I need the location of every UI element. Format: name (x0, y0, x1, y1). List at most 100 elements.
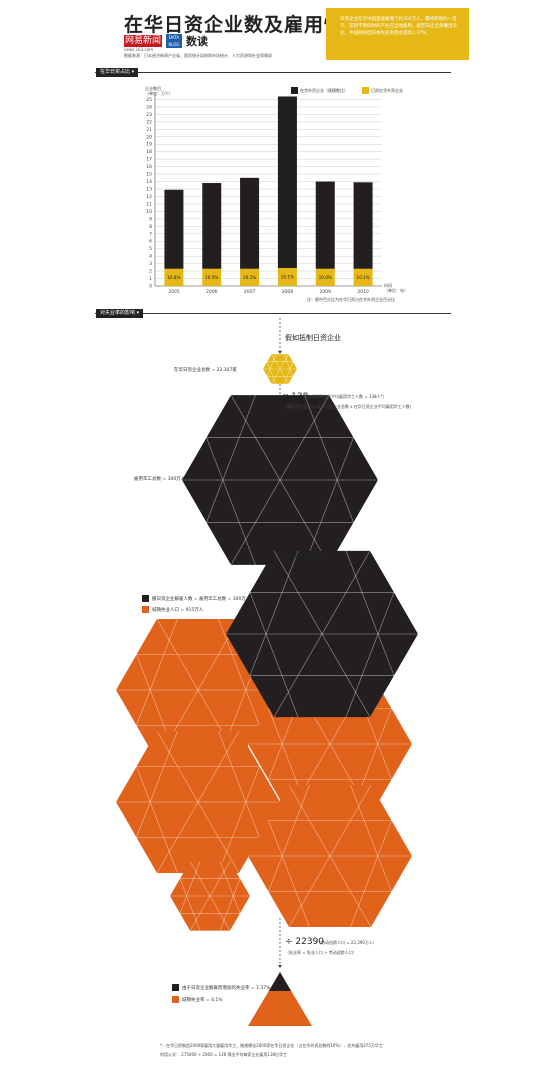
hexagon-grid-line (304, 437, 354, 565)
y-tick-label: 18 (146, 149, 152, 155)
x-axis-label: 时间 （单位：年） (384, 283, 408, 293)
data-blog-logo: DATA BLOG (166, 34, 182, 48)
y-tick-label: 0 (149, 284, 152, 290)
y-tick-label: 1 (149, 276, 152, 282)
hexagon-grid-line (271, 354, 289, 384)
section-divider (95, 313, 451, 314)
cluster-grid-line (218, 618, 260, 726)
hexagon-grid-line (273, 550, 371, 718)
legend-swatch-foreign (291, 87, 298, 94)
data-label: 10.1% (281, 275, 294, 280)
legend-swatch-urban-rate (172, 996, 179, 1003)
rate-increase-triangle (269, 972, 291, 991)
cluster-grid-line (218, 730, 260, 838)
y-tick-label: 21 (146, 127, 152, 133)
hexagon-grid-line (230, 394, 330, 566)
y-tick-label: 16 (146, 164, 152, 170)
multiplier-formula: （雇用华工总数 = 在华日资企业总数 x 在华日资企业平均雇用华工人数） (283, 404, 414, 409)
cluster-grid-line (179, 861, 201, 914)
legend-swatch-unemployed (142, 606, 149, 613)
section-tag-share[interactable]: 在华日资占比 ▾ (96, 68, 139, 77)
divisor: ÷ 22390 (285, 937, 325, 947)
cluster-grid-line (219, 878, 241, 931)
y-tick-label: 12 (146, 194, 152, 200)
hexagon-grid-line (283, 361, 294, 384)
cluster-grid-line (218, 766, 260, 874)
legend-label-japanese: 日资在华外资企业 (371, 88, 403, 93)
bar-foreign-2010 (353, 182, 373, 269)
hexagon-grid-line (206, 437, 256, 565)
multiplier-note: （在华日资企业平均雇用华工人数 = 138人*） (303, 394, 387, 399)
bar-japanese-2008 (277, 268, 297, 286)
cluster-grid-line (350, 784, 392, 892)
section-tag-impact[interactable]: 对失业率的影响 ▾ (96, 309, 144, 318)
bar-foreign-2006 (202, 183, 222, 269)
cluster-grid-line (268, 820, 310, 928)
cluster-grid-line (268, 784, 310, 892)
step-boycott-title: 假如抵制日资企业 (285, 334, 341, 342)
y-tick-label: 10 (146, 209, 152, 215)
bar-japanese-2005 (164, 268, 184, 286)
chart-note: 注：图中百分比为在华日资占在华外资企业百分比 (307, 297, 395, 302)
hexagon-grid-line (249, 550, 299, 676)
y-tick-label: 22 (146, 119, 152, 125)
y-tick-label: 4 (149, 254, 152, 260)
y-tick-label: 13 (146, 187, 152, 193)
logo-url: news.163.com (124, 47, 154, 52)
y-tick-label: 20 (146, 134, 152, 140)
page-title: 在华日资企业数及雇用情况 (124, 14, 365, 36)
divisor-note: （劳动适龄人口 = 22,390万人） (317, 940, 377, 945)
y-tick-label: 14 (146, 179, 152, 185)
y-tick-label: 6 (149, 239, 152, 245)
bar-japanese-2009 (315, 268, 335, 286)
y-tick-label: 9 (149, 216, 152, 222)
data-source: 数据来源：日本经济新闻产业省、国家统计局按照市场统计、人力资源和社会保障部 (124, 53, 272, 58)
data-label: 10.5% (205, 275, 218, 280)
hexagon-grid-line (249, 592, 299, 718)
y-tick-label: 15 (146, 172, 152, 178)
employment-label: 雇用华工总数 = 300万人 (134, 477, 186, 482)
divisor-formula: （失业率 = 失业人口 ÷ 劳动适龄人口） (285, 950, 357, 955)
multiplier: x 138 (283, 392, 309, 402)
y-tick-label: 19 (146, 142, 152, 148)
connector-arrow-head (278, 965, 282, 968)
bar-japanese-2006 (202, 268, 222, 286)
y-tick-label: 17 (146, 157, 152, 163)
hexagon-grid-line (345, 550, 395, 676)
hexagon-grid-line (266, 354, 277, 377)
company-count-label: 在华日资企业总数 = 22,307家 (174, 368, 237, 373)
y-tick-label: 23 (146, 112, 152, 118)
y-tick-label: 3 (149, 261, 152, 267)
x-tick-label: 2010 (357, 289, 369, 295)
footnote: *：在华日资制造2000家雇用大量雇用华工，按规模化2000家在华日资企业（占在… (160, 1043, 383, 1048)
y-axis-label: 企业数目 （单位：万个） (145, 86, 173, 96)
legend-swatch-rate-increase (172, 984, 179, 991)
bar-foreign-2009 (315, 181, 335, 269)
y-tick-label: 7 (149, 231, 152, 237)
cluster-grid-line (136, 766, 178, 874)
connector-arrow-head (278, 351, 282, 354)
legend-unemployed: 城镇失业人口 = 915万人 (152, 608, 204, 613)
x-tick-label: 2006 (206, 289, 218, 295)
cluster-grid-line (350, 820, 392, 928)
x-tick-label: 2008 (282, 289, 294, 295)
data-label: 10.2% (243, 275, 256, 280)
x-tick-label: 2007 (244, 289, 256, 295)
legend-swatch-japanese (362, 87, 369, 94)
bar-japanese-2010 (353, 268, 373, 286)
data-label: 10.1% (356, 275, 369, 280)
y-tick-label: 11 (146, 201, 152, 207)
cluster-grid-line (136, 618, 178, 726)
summary-box: 日资企业在华中国直接雇佣了约300万人，最终影响约一百万。坚持不到四时的产业在当… (326, 8, 469, 60)
cluster-grid-line (219, 861, 241, 914)
rate-triangle (248, 972, 312, 1026)
y-tick-label: 5 (149, 246, 152, 252)
legend-swatch-laid-off (142, 595, 149, 602)
legend-laid-off: 撤日资企业解雇人数 = 雇用华工总数 = 300万人 (152, 597, 251, 602)
hexagon-grid-line (266, 361, 277, 384)
cluster-grid-line (288, 784, 372, 928)
y-tick-label: 8 (149, 224, 152, 230)
netease-news-logo: 网易新闻 (124, 35, 162, 47)
x-tick-label: 2005 (168, 289, 180, 295)
bar-foreign-2005 (164, 189, 184, 269)
